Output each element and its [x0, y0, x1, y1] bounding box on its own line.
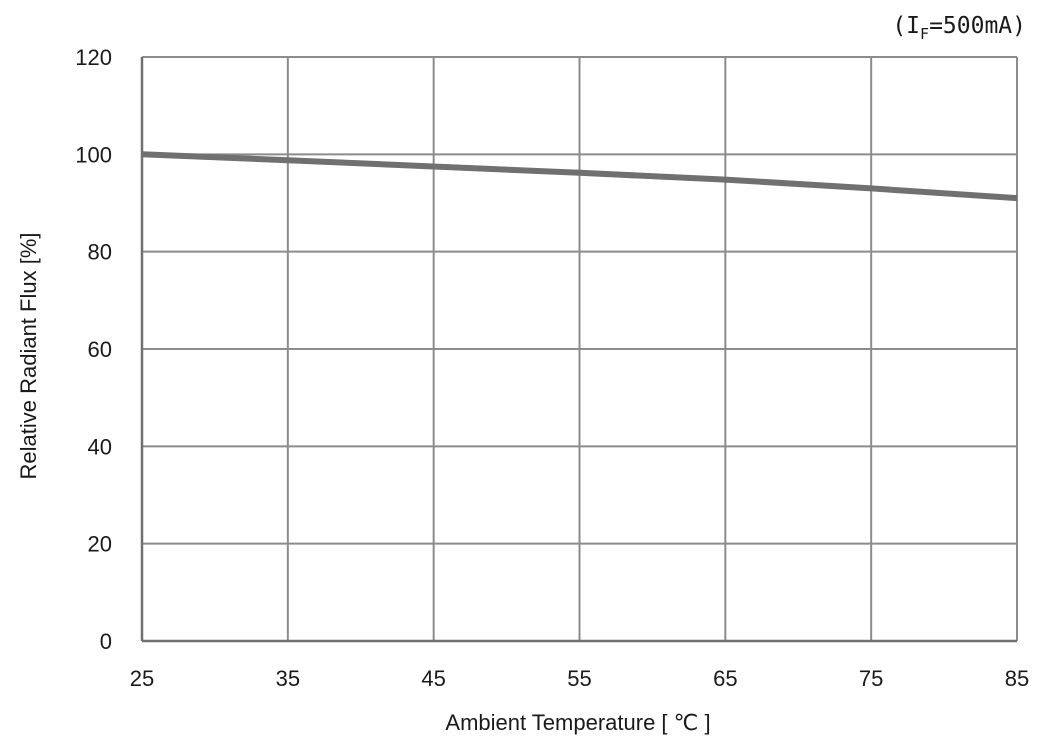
y-tick-label-120: 120 [75, 45, 112, 70]
y-tick-label-60: 60 [88, 337, 112, 362]
x-tick-label-85: 85 [1005, 666, 1029, 691]
y-axis-title: Relative Radiant Flux [%] [16, 233, 41, 480]
x-tick-labels: 25 35 45 55 65 75 85 [130, 666, 1029, 691]
y-tick-label-20: 20 [88, 532, 112, 557]
y-tick-labels: 0 20 40 60 80 100 120 [75, 45, 112, 654]
y-tick-label-80: 80 [88, 240, 112, 265]
series-line-0 [141, 151, 1018, 202]
condition-prefix: (I [892, 13, 920, 39]
x-tick-label-75: 75 [859, 666, 883, 691]
x-tick-label-35: 35 [276, 666, 300, 691]
series [141, 151, 1018, 202]
x-axis-title: Ambient Temperature [ ℃ ] [445, 710, 710, 735]
x-tick-label-45: 45 [421, 666, 445, 691]
y-tick-label-100: 100 [75, 142, 112, 167]
grid [142, 56, 1018, 641]
condition-suffix: =500mA) [929, 13, 1026, 39]
x-tick-label-55: 55 [567, 666, 591, 691]
y-tick-label-40: 40 [88, 434, 112, 459]
x-tick-label-25: 25 [130, 666, 154, 691]
y-tick-label-0: 0 [100, 629, 112, 654]
condition-annotation: (IF=500mA) [892, 13, 1026, 43]
x-tick-label-65: 65 [713, 666, 737, 691]
condition-subscript: F [920, 25, 929, 43]
